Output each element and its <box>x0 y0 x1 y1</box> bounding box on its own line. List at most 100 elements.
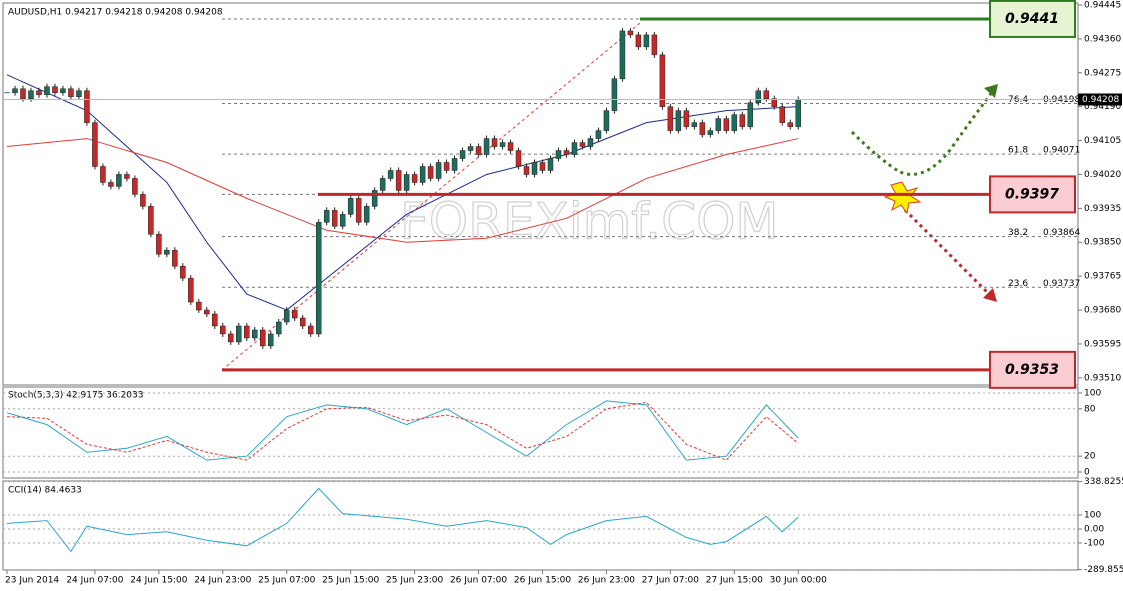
x-tick-label: 24 Jun 23:00 <box>194 576 251 586</box>
level-label: 0.9353 <box>1005 362 1059 378</box>
candle <box>291 309 298 319</box>
candle <box>411 174 418 183</box>
candle <box>467 146 474 151</box>
candle <box>307 325 314 335</box>
candle <box>555 150 562 159</box>
candle <box>739 114 746 127</box>
x-tick-label: 26 Jun 15:00 <box>514 576 571 586</box>
y-tick-label: 0.94360 <box>1084 34 1121 44</box>
candle <box>20 88 26 99</box>
candle <box>315 222 322 335</box>
x-tick-label: 26 Jun 07:00 <box>450 576 507 586</box>
candle <box>531 162 538 175</box>
candle <box>371 190 378 207</box>
y-tick-label: 100 <box>1084 389 1101 399</box>
level-label: 0.9397 <box>1005 186 1059 202</box>
candle <box>747 102 754 127</box>
stoch-title: Stoch(5,3,3) 42.9175 36.2033 <box>8 391 143 401</box>
y-tick-label: 0.94190 <box>1084 102 1121 112</box>
candle <box>539 162 546 171</box>
candle <box>164 249 170 255</box>
y-tick-label: 0.94020 <box>1084 170 1121 180</box>
candle <box>443 162 450 171</box>
candle <box>68 88 74 97</box>
candle <box>563 150 570 155</box>
candle <box>92 122 98 167</box>
candle <box>52 86 58 93</box>
y-tick-label: 0.94105 <box>1084 136 1121 146</box>
candle <box>787 122 794 127</box>
x-tick-label: 27 Jun 07:00 <box>642 576 699 586</box>
candle <box>675 110 682 131</box>
candle <box>763 90 770 99</box>
candle <box>635 34 642 48</box>
candle <box>731 114 738 131</box>
indicator-line <box>6 401 799 461</box>
y-tick-label: 0.93510 <box>1084 373 1121 383</box>
candle <box>355 198 362 223</box>
candle <box>140 194 146 207</box>
y-tick-label: 0 <box>1084 467 1090 477</box>
candle <box>363 206 370 223</box>
y-tick-label: 20 <box>1084 452 1096 462</box>
panels <box>2 2 1079 571</box>
candle <box>427 166 434 179</box>
candle <box>124 174 130 179</box>
x-tick-label: 24 Jun 15:00 <box>130 576 187 586</box>
last-price-box <box>1078 93 1122 106</box>
candle <box>283 309 290 323</box>
candle <box>252 329 258 339</box>
candle <box>715 118 722 131</box>
x-tick-label: 25 Jun 15:00 <box>322 576 379 586</box>
candle <box>100 166 106 183</box>
candle <box>275 321 282 335</box>
candle <box>36 90 42 95</box>
candle <box>587 138 594 147</box>
candle <box>499 142 506 147</box>
candle <box>196 301 202 311</box>
fib-value: 0.93737 <box>1043 279 1080 289</box>
candle <box>459 150 466 159</box>
candle <box>379 178 386 191</box>
candle <box>707 130 714 135</box>
y-tick-label: 0.94445 <box>1084 0 1121 10</box>
candle <box>212 313 218 327</box>
y-tick-label: 0.93935 <box>1084 204 1121 214</box>
fib-value: 0.93864 <box>1043 228 1080 238</box>
y-tick-label: 80 <box>1084 404 1096 414</box>
candle <box>619 30 626 80</box>
candle <box>627 30 634 36</box>
candle <box>331 210 338 227</box>
last-price-label: 0.94208 <box>1082 95 1119 105</box>
price-title: AUDUSD,H1 0.94217 0.94218 0.94208 0.9420… <box>8 8 223 18</box>
x-tick-label: 25 Jun 23:00 <box>386 576 443 586</box>
candle <box>403 174 410 191</box>
candle <box>507 142 514 151</box>
candle <box>595 130 602 139</box>
y-tick-label: 0.00 <box>1084 524 1104 534</box>
candle <box>683 110 690 127</box>
candle <box>220 325 226 335</box>
candle <box>667 106 674 131</box>
candle <box>132 178 138 195</box>
candle <box>659 54 666 107</box>
candle <box>387 170 394 179</box>
candle <box>603 110 610 131</box>
watermark: FOREXimf.COM <box>400 193 779 251</box>
candle <box>571 142 578 155</box>
candle <box>268 333 274 347</box>
stoch-panel <box>2 386 1079 479</box>
candle <box>419 166 426 183</box>
plot-layer: 0.94445 0.94360 0.94275 0.94190 0.94105 0.940… <box>3 0 1123 586</box>
candle <box>651 34 658 56</box>
candle <box>156 234 162 255</box>
bullish-arrow <box>850 87 997 176</box>
candle <box>260 329 266 347</box>
candle <box>435 162 442 179</box>
fib-trend-line <box>221 22 641 371</box>
candle <box>779 106 786 123</box>
level-box <box>989 350 1076 389</box>
fib-ratio: 38.2 <box>1008 228 1028 238</box>
